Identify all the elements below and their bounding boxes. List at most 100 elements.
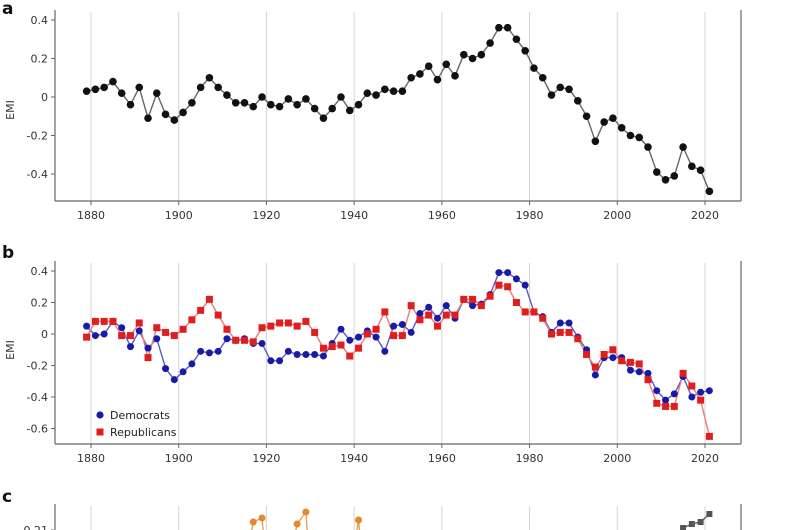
panel-b-republicans-point-1965 [460, 295, 468, 303]
panel-b-republicans-point-1905 [197, 306, 205, 314]
panel-a-all-point-1897 [161, 110, 170, 119]
panel-a-all-point-1919 [258, 93, 266, 101]
panel-b-democrats-point-1989 [565, 319, 573, 327]
panel-b-republicans-point-1883 [100, 317, 108, 325]
panel-a-all-point-1883 [100, 83, 108, 92]
panel-b-axes [54, 261, 742, 445]
panel-a-all-point-1881 [91, 85, 100, 94]
panel-a-all-point-1931 [310, 104, 319, 113]
panel-b-democrats-point-1901 [179, 368, 187, 376]
panel-b-republicans-point-1957 [425, 311, 433, 319]
panel-b-xtick-label-1940: 1940 [340, 452, 368, 465]
panel-a-all-point-1953 [407, 73, 415, 82]
panel-c-orange-series-point-1941 [355, 516, 363, 524]
panel-b-republicans-point-1989 [565, 328, 573, 336]
panel-b-democrats-point-1881 [91, 332, 99, 340]
panel-a-all-point-1915 [240, 98, 249, 107]
panel-b-democrats-point-1949 [390, 322, 398, 330]
panel-a-all-point-2003 [626, 131, 635, 140]
panel-b-democrats-point-1957 [425, 303, 433, 311]
panel-a-all-point-1961 [442, 60, 451, 69]
panel-b-xtick-label-1880: 1880 [77, 452, 105, 465]
panel-b-democrats-point-2003 [626, 366, 634, 374]
legend-democrats-marker [96, 411, 104, 419]
panel-a-xtick-label-1940: 1940 [340, 209, 368, 222]
panel-b-republicans-point-1891 [135, 319, 143, 327]
panel-a-all-point-2019 [696, 166, 705, 174]
panel-b-democrats-point-1975 [504, 269, 512, 277]
panel-c-ytick-label-0: 0.21 [24, 524, 49, 530]
panel-b-republicans-point-1927 [293, 322, 301, 330]
panel-b-ytick-label-0: 0.4 [31, 265, 49, 278]
panel-b-ytick-label-1: 0.2 [31, 297, 49, 310]
panel-a-all-point-1965 [459, 50, 468, 59]
panel-c-yticks: 0.21 [24, 524, 55, 530]
panel-b-democrats-point-1899 [170, 376, 178, 384]
panel-c-gray-series-point-2015 [680, 525, 687, 530]
panel-a-all-point-1903 [188, 98, 196, 107]
panel-a-all-point-1909 [214, 83, 222, 92]
panel-b-democrats-point-1905 [197, 347, 205, 355]
panel-a-all-point-1917 [249, 102, 258, 111]
panel-b-democrats-point-1919 [258, 339, 266, 347]
panel-b-republicans-point-1923 [276, 319, 284, 327]
panel-b-republicans-point-1885 [109, 317, 117, 325]
panel-b-republicans-point-1899 [170, 332, 178, 340]
panel-b-democrats-point-1951 [398, 321, 406, 329]
panel-c-orange-series-point-1919 [258, 514, 266, 522]
panel-b-republicans-point-1881 [91, 317, 99, 325]
panel-b-republicans-point-2017 [688, 382, 696, 390]
panel-b-republicans-point-1909 [214, 311, 222, 319]
panel-b-republicans-point-1917 [249, 338, 257, 346]
panel-b-xtick-label-1900: 1900 [165, 452, 193, 465]
panel-a-all-point-1969 [477, 50, 486, 59]
legend-democrats-label: Democrats [110, 409, 170, 422]
panel-c-axes [54, 504, 742, 530]
panel-a-all-point-1889 [126, 100, 135, 109]
panel-a-all-point-1985 [547, 91, 556, 99]
panel-a-xticks: 1880 1900 1920 1940 1960 1980 2000 2020 [77, 201, 719, 222]
panel-a-all-point-2007 [644, 143, 652, 151]
panel-b-democrats-point-2011 [662, 396, 670, 404]
panel-b-republicans-point-1931 [311, 328, 319, 336]
panel-b: b EMI 1880 1900 1920 1940 1960 1980 2000 2020 0… [2, 243, 742, 465]
panel-a-all-point-1959 [433, 75, 442, 84]
panel-a-all-point-1973 [495, 23, 503, 32]
panel-b-democrats-point-1945 [372, 333, 380, 341]
panel-c-gray-series-point-2019 [697, 519, 704, 525]
panel-a-ytick-label-0: 0.4 [31, 14, 49, 27]
panel-b-democrats-point-1973 [495, 269, 503, 277]
panel-a-all-point-1997 [600, 118, 608, 126]
panel-a-all-point-1983 [538, 73, 547, 82]
panel-a-all-point-1891 [135, 83, 144, 92]
panel-b-republicans-point-1949 [390, 332, 398, 340]
panel-b-republicans-point-2009 [653, 399, 661, 407]
legend: Democrats Republicans [96, 409, 177, 439]
panel-a-all-point-1963 [451, 72, 459, 80]
panel-a-letter: a [2, 0, 13, 19]
panel-b-democrats-point-2005 [635, 368, 643, 376]
panel-b-democrats-point-1953 [407, 328, 415, 336]
panel-b-democrats-point-1903 [188, 360, 196, 368]
panel-b-democrats-point-1921 [267, 357, 275, 365]
panel-b-democrats-point-1897 [162, 365, 170, 373]
panel-b-ytick-label-3: -0.2 [27, 360, 48, 373]
panel-c-gray-series-point-2017 [688, 521, 695, 527]
panel-b-republicans-point-1997 [600, 350, 608, 358]
panel-b-xtick-label-2000: 2000 [603, 452, 631, 465]
panel-a-all-point-1901 [179, 108, 187, 117]
panel-a-all-point-1951 [398, 87, 407, 96]
panel-c-grid [90, 506, 706, 530]
panel-b-republicans-point-1963 [451, 311, 459, 319]
panel-a-all-point-2011 [661, 175, 670, 184]
panel-b-republicans-point-1887 [118, 332, 126, 340]
panel-b-republicans-point-1911 [223, 325, 231, 333]
panel-b-democrats-point-1879 [83, 322, 91, 330]
panel-a-all-point-1955 [416, 70, 424, 78]
panel-b-democrats-point-1889 [126, 343, 134, 351]
panel-b-republicans-point-1995 [591, 363, 599, 371]
panel-a-all-point-1943 [363, 89, 372, 97]
panel-b-democrats-point-1941 [355, 333, 363, 341]
panel-b-ytick-label-4: -0.4 [27, 391, 48, 404]
